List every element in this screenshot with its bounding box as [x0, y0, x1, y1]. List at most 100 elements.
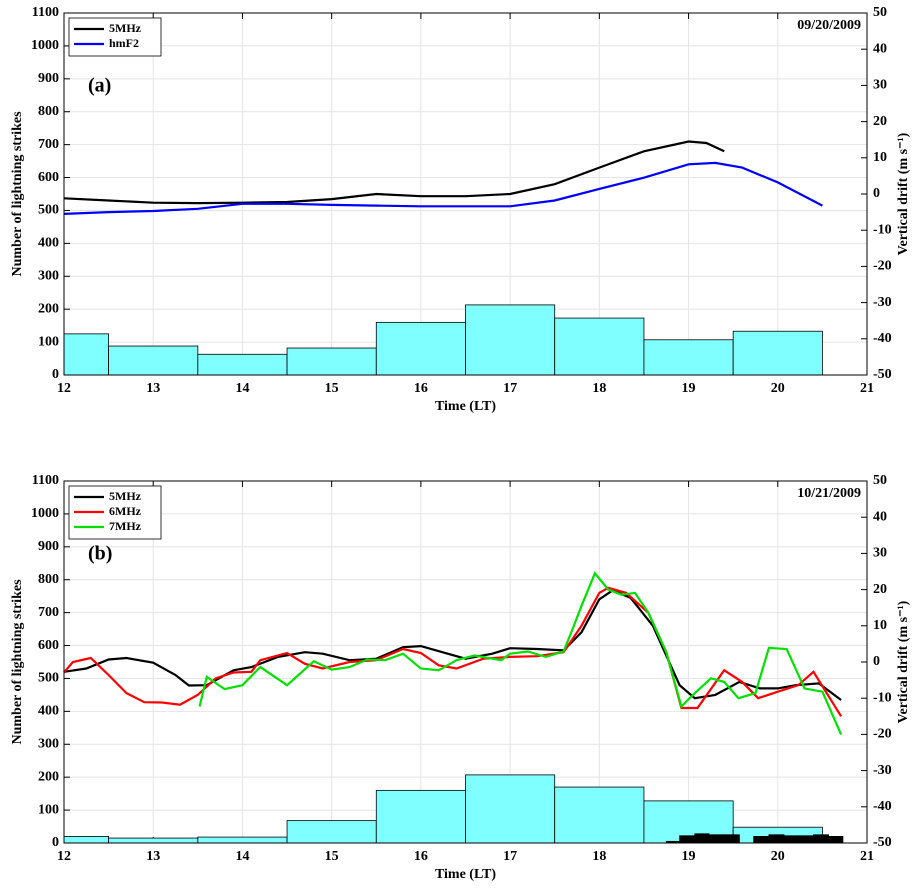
x-tick-label: 12: [57, 381, 71, 396]
histogram-bar: [465, 774, 556, 844]
y2-tick-label: 20: [873, 114, 887, 129]
x-tick-label: 18: [592, 381, 606, 396]
x-tick-label: 16: [414, 849, 428, 864]
y2-axis-label: Vertical drift (m s⁻¹): [896, 600, 911, 723]
y-axis-label: Number of lightning strikes: [10, 111, 25, 277]
y-tick-label: 0: [52, 367, 59, 382]
y-tick-label: 0: [52, 835, 59, 850]
histogram-bar: [286, 820, 377, 844]
x-tick-label: 18: [592, 849, 606, 864]
y2-tick-label: -30: [873, 295, 892, 310]
x-tick-label: 14: [235, 381, 249, 396]
y2-tick-label: 10: [873, 150, 887, 165]
histogram-bar: [108, 837, 199, 844]
x-tick-label: 19: [682, 849, 696, 864]
x-tick-label: 13: [146, 381, 160, 396]
y2-tick-label: 30: [873, 78, 887, 93]
histogram-bar: [197, 836, 288, 844]
drift-line: [63, 140, 725, 205]
x-tick-label: 12: [57, 849, 71, 864]
legend-box: [68, 17, 162, 57]
y-tick-label: 500: [38, 203, 59, 218]
x-axis-label: Time (LT): [435, 867, 496, 882]
y-tick-label: 1100: [32, 473, 59, 488]
x-axis-label: Time (LT): [435, 399, 496, 414]
y-tick-label: 300: [38, 268, 59, 283]
y2-tick-label: -40: [873, 331, 892, 346]
y-tick-label: 900: [38, 539, 59, 554]
y2-axis-label: Vertical drift (m s⁻¹): [896, 132, 911, 255]
y2-tick-label: 50: [873, 5, 887, 20]
y2-tick-label: -10: [873, 690, 892, 705]
histogram-bar: [554, 786, 645, 844]
y2-tick-label: -30: [873, 763, 892, 778]
histogram-bar: [465, 304, 556, 376]
histogram-bar: [197, 353, 288, 376]
histogram-bar: [753, 836, 770, 844]
histogram-bar: [694, 833, 710, 844]
histogram-bar: [708, 834, 725, 844]
panel-label: (a): [88, 75, 111, 97]
y-tick-label: 600: [38, 170, 59, 185]
plot-frame: [63, 12, 868, 376]
histogram-bar: [643, 339, 734, 376]
y2-tick-label: 10: [873, 618, 887, 633]
histogram-bar: [679, 835, 696, 844]
histogram-bar: [63, 836, 110, 844]
histogram-bar: [732, 330, 823, 376]
x-tick-label: 16: [414, 381, 428, 396]
y-tick-label: 900: [38, 71, 59, 86]
y2-tick-label: 0: [873, 654, 880, 669]
y2-tick-label: -50: [873, 835, 892, 850]
y2-tick-label: 40: [873, 509, 887, 524]
y-tick-label: 600: [38, 638, 59, 653]
x-tick-label: 13: [146, 849, 160, 864]
panel-label: (b): [88, 543, 112, 565]
y-tick-label: 400: [38, 236, 59, 251]
y-tick-label: 100: [38, 334, 59, 349]
y2-tick-label: -40: [873, 799, 892, 814]
y-tick-label: 700: [38, 137, 59, 152]
y2-tick-label: 50: [873, 473, 887, 488]
y-tick-label: 1000: [31, 506, 59, 521]
histogram-bar: [797, 835, 814, 844]
legend-label: 7MHz: [109, 519, 142, 533]
histogram-bar: [828, 836, 844, 844]
histogram-bar: [768, 834, 785, 844]
x-tick-label: 17: [503, 849, 517, 864]
y2-tick-label: 30: [873, 546, 887, 561]
y-tick-label: 100: [38, 802, 59, 817]
drift-line: [63, 586, 843, 717]
y-tick-label: 1100: [32, 5, 59, 20]
date-label: 09/20/2009: [797, 18, 861, 33]
x-tick-label: 20: [771, 849, 785, 864]
y-tick-label: 500: [38, 671, 59, 686]
histogram-bar: [108, 345, 199, 376]
x-tick-label: 17: [503, 381, 517, 396]
x-tick-label: 19: [682, 381, 696, 396]
histogram-bar: [63, 333, 110, 376]
legend-label: 5MHz: [109, 21, 142, 35]
plot-frame: [63, 480, 868, 844]
histogram-bar: [554, 317, 645, 376]
x-tick-label: 21: [860, 381, 874, 396]
y2-tick-label: 20: [873, 582, 887, 597]
y-tick-label: 400: [38, 704, 59, 719]
histogram-bar: [813, 834, 830, 844]
legend-label: hmF2: [109, 36, 139, 50]
x-tick-label: 15: [325, 849, 339, 864]
x-tick-label: 14: [235, 849, 249, 864]
date-label: 10/21/2009: [797, 486, 861, 501]
y-tick-label: 800: [38, 104, 59, 119]
legend-label: 5MHz: [109, 489, 142, 503]
y-tick-label: 800: [38, 572, 59, 587]
drift-line: [198, 571, 843, 735]
y-tick-label: 1000: [31, 38, 59, 53]
y-tick-label: 700: [38, 605, 59, 620]
legend-label: 6MHz: [109, 504, 142, 518]
histogram-bar: [286, 347, 377, 376]
y-tick-label: 200: [38, 301, 59, 316]
x-tick-label: 20: [771, 381, 785, 396]
x-tick-label: 15: [325, 381, 339, 396]
